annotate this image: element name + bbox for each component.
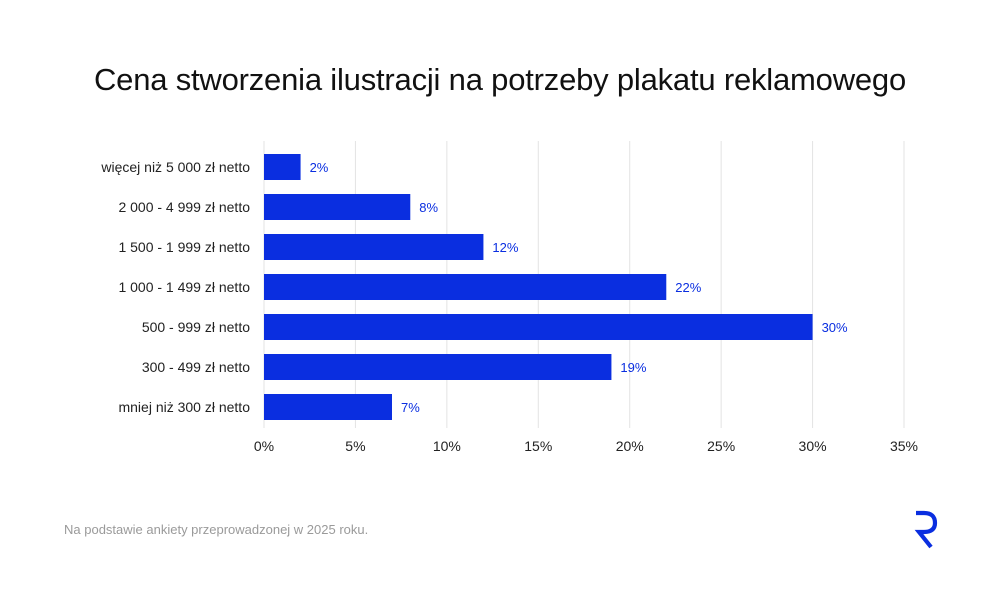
bar (264, 354, 612, 380)
category-label: 2 000 - 4 999 zł netto (118, 199, 250, 215)
value-label: 22% (675, 280, 701, 295)
category-label: więcej niż 5 000 zł netto (100, 159, 250, 175)
x-tick-label: 15% (524, 438, 552, 454)
bar (264, 314, 813, 340)
x-tick-label: 20% (616, 438, 644, 454)
value-label: 2% (310, 160, 329, 175)
x-tick-label: 10% (433, 438, 461, 454)
bar (264, 394, 392, 420)
bars (264, 154, 813, 420)
x-axis-tick-labels: 0% 5% 10% 15% 20% 25% 30% 35% (254, 438, 918, 454)
x-tick-label: 0% (254, 438, 274, 454)
brand-r-logo-icon (914, 510, 938, 549)
category-label: 1 000 - 1 499 zł netto (118, 279, 250, 295)
bar (264, 274, 667, 300)
category-label: mniej niż 300 zł netto (118, 399, 250, 415)
x-tick-label: 35% (890, 438, 918, 454)
value-label: 12% (492, 240, 518, 255)
x-tick-label: 5% (345, 438, 365, 454)
value-label: 7% (401, 400, 420, 415)
category-labels: więcej niż 5 000 zł netto 2 000 - 4 999 z… (100, 159, 250, 415)
value-label: 30% (822, 320, 848, 335)
bar (264, 234, 484, 260)
category-label: 1 500 - 1 999 zł netto (118, 239, 250, 255)
chart-title: Cena stworzenia ilustracji na potrzeby p… (93, 62, 907, 97)
x-tick-label: 25% (707, 438, 735, 454)
x-tick-label: 30% (799, 438, 827, 454)
footnote: Na podstawie ankiety przeprowadzonej w 2… (64, 522, 369, 537)
value-labels: 2% 8% 12% 22% 30% 19% 7% (310, 160, 848, 415)
category-label: 300 - 499 zł netto (142, 359, 250, 375)
value-label: 8% (419, 200, 438, 215)
bar (264, 154, 301, 180)
value-label: 19% (620, 360, 646, 375)
bar (264, 194, 411, 220)
category-label: 500 - 999 zł netto (142, 319, 250, 335)
